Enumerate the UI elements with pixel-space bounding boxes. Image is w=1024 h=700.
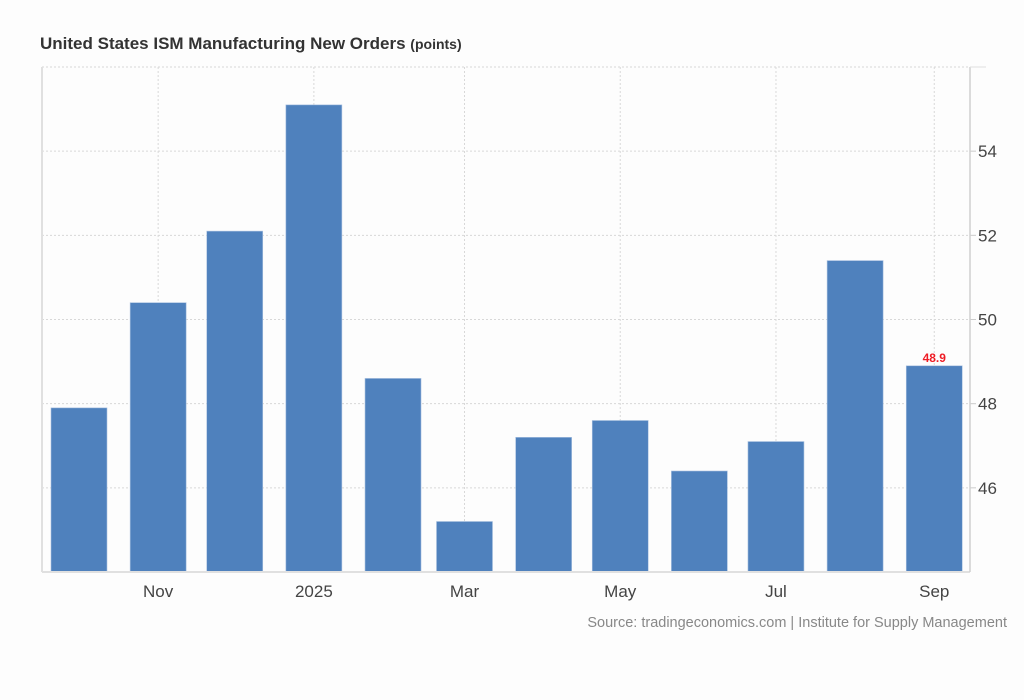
bar xyxy=(747,441,805,573)
labels: 46 48 50 52 54 Nov 2025 Mar May Jul Sep 48.9 xyxy=(143,142,997,601)
source-note: Source: tradingeconomics.com | Institute… xyxy=(587,615,1007,631)
x-tick-label: Mar xyxy=(450,582,480,601)
bar xyxy=(905,365,963,573)
chart-title-text: United States ISM Manufacturing New Orde… xyxy=(40,34,406,53)
bar xyxy=(129,302,187,573)
bar xyxy=(50,407,108,573)
x-tick-label: Nov xyxy=(143,582,174,601)
x-tick-label: Sep xyxy=(919,582,949,601)
chart-unit: (points) xyxy=(410,36,462,52)
y-tick-label: 50 xyxy=(978,311,997,330)
bar xyxy=(671,470,728,573)
x-tick-label: May xyxy=(604,582,637,601)
y-tick-label: 54 xyxy=(978,142,997,161)
bar xyxy=(826,260,884,573)
bars xyxy=(50,104,963,573)
bar xyxy=(436,521,493,573)
x-tick-label: Jul xyxy=(765,582,787,601)
axes xyxy=(41,66,986,573)
bar xyxy=(206,230,264,573)
bar xyxy=(364,378,422,573)
x-tick-label: 2025 xyxy=(295,582,333,601)
bar xyxy=(591,420,649,573)
last-value-label: 48.9 xyxy=(923,351,947,365)
y-tick-label: 46 xyxy=(978,479,997,498)
chart-title: United States ISM Manufacturing New Orde… xyxy=(40,34,462,54)
bar xyxy=(515,437,572,573)
bar xyxy=(285,104,343,573)
y-tick-label: 52 xyxy=(978,226,997,245)
y-tick-label: 48 xyxy=(978,395,997,414)
